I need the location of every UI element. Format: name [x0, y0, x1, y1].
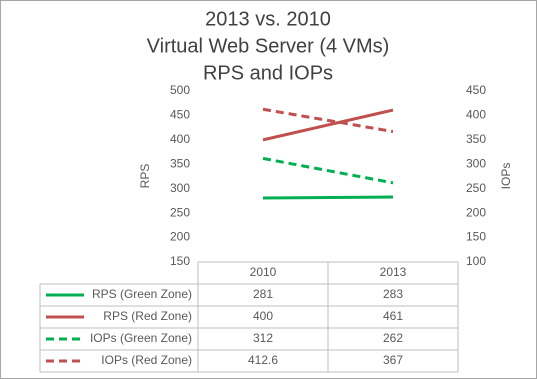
y-tick-label: 300: [170, 181, 190, 195]
y2-tick-label: 150: [466, 230, 486, 244]
table-value: 412.6: [248, 353, 278, 367]
y2-tick-label: 300: [466, 156, 486, 170]
table-value: 461: [383, 309, 403, 323]
y2-tick-label: 400: [466, 108, 486, 122]
y2-axis-label: IOPs: [499, 163, 513, 190]
table-value: 312: [253, 331, 273, 345]
y2-tick-label: 250: [466, 181, 486, 195]
y-tick-label: 400: [170, 132, 190, 146]
table-value: 281: [253, 287, 273, 301]
legend-label: RPS (Green Zone): [92, 287, 192, 301]
legend-label: IOPs (Red Zone): [101, 353, 192, 367]
series-line: [262, 156, 394, 185]
y-tick-label: 200: [170, 230, 190, 244]
x-tick-label: 2010: [250, 265, 277, 279]
table-value: 283: [383, 287, 403, 301]
y2-tick-label: 100: [466, 254, 486, 268]
table-value: 400: [253, 309, 273, 323]
y-axis-label: RPS: [138, 164, 152, 189]
chart-title: RPS and IOPs: [203, 62, 333, 84]
y-tick-label: 250: [170, 205, 190, 219]
table-value: 262: [383, 331, 403, 345]
y-tick-label: 350: [170, 156, 190, 170]
y2-tick-label: 350: [466, 132, 486, 146]
legend-label: RPS (Red Zone): [103, 309, 192, 323]
series-line: [262, 107, 394, 134]
y-tick-label: 450: [170, 108, 190, 122]
series-line: [262, 195, 394, 200]
y2-tick-label: 450: [466, 83, 486, 97]
x-tick-label: 2013: [380, 265, 407, 279]
legend-label: IOPs (Green Zone): [90, 331, 192, 345]
chart-title: 2013 vs. 2010: [205, 8, 331, 30]
y2-tick-label: 200: [466, 205, 486, 219]
y-tick-label: 150: [170, 254, 190, 268]
y-tick-label: 500: [170, 83, 190, 97]
table-value: 367: [383, 353, 403, 367]
chart-title: Virtual Web Server (4 VMs): [147, 35, 390, 57]
series-line: [262, 108, 394, 142]
